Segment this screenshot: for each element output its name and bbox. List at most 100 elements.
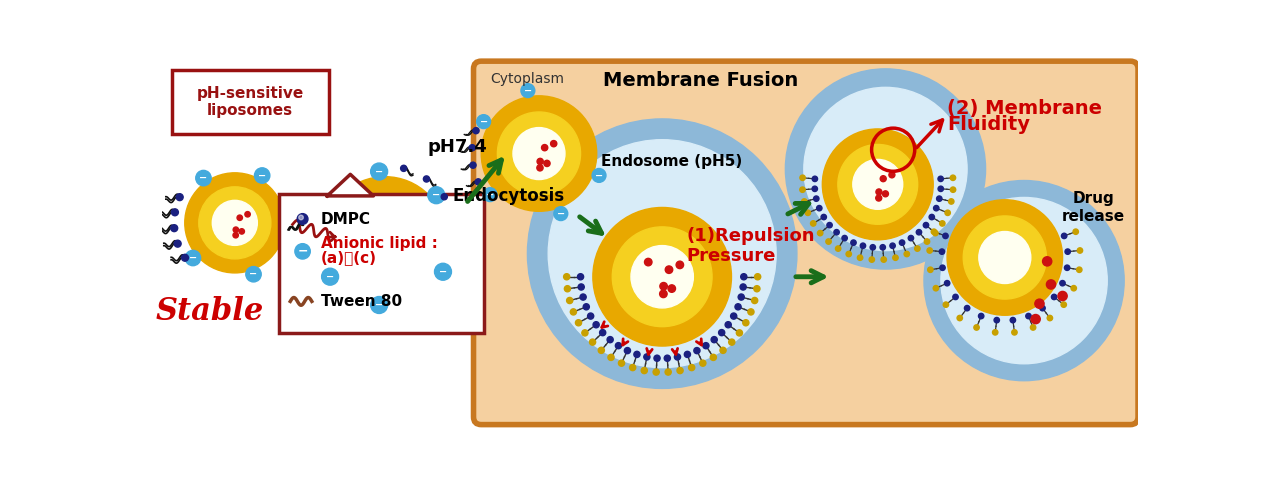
Circle shape bbox=[813, 176, 818, 182]
Circle shape bbox=[564, 286, 571, 292]
Text: −: − bbox=[259, 170, 266, 181]
Circle shape bbox=[694, 348, 700, 354]
Circle shape bbox=[1078, 248, 1083, 253]
Circle shape bbox=[743, 319, 749, 326]
Circle shape bbox=[514, 128, 566, 180]
Circle shape bbox=[592, 168, 606, 182]
Circle shape bbox=[979, 231, 1031, 284]
Text: Tween 80: Tween 80 bbox=[321, 294, 402, 309]
Circle shape bbox=[754, 273, 761, 280]
Circle shape bbox=[899, 240, 905, 245]
Circle shape bbox=[860, 243, 866, 248]
Circle shape bbox=[582, 330, 588, 336]
Circle shape bbox=[957, 316, 962, 321]
Circle shape bbox=[965, 305, 970, 311]
Circle shape bbox=[710, 354, 716, 361]
Circle shape bbox=[817, 206, 822, 211]
Circle shape bbox=[470, 162, 476, 168]
Circle shape bbox=[800, 175, 805, 181]
Circle shape bbox=[1060, 281, 1065, 286]
Circle shape bbox=[752, 298, 758, 303]
Circle shape bbox=[245, 212, 250, 217]
Circle shape bbox=[544, 160, 550, 166]
Circle shape bbox=[814, 196, 819, 201]
Text: −: − bbox=[479, 117, 488, 127]
Circle shape bbox=[700, 360, 706, 366]
Circle shape bbox=[719, 330, 725, 336]
Circle shape bbox=[576, 319, 582, 326]
Circle shape bbox=[1051, 294, 1056, 300]
Circle shape bbox=[666, 266, 673, 273]
Circle shape bbox=[890, 243, 895, 248]
Circle shape bbox=[473, 128, 479, 134]
Circle shape bbox=[527, 119, 796, 388]
Circle shape bbox=[1042, 257, 1051, 266]
Circle shape bbox=[924, 239, 929, 244]
Circle shape bbox=[369, 222, 375, 228]
Circle shape bbox=[199, 187, 271, 259]
Circle shape bbox=[908, 235, 914, 241]
Circle shape bbox=[600, 330, 606, 336]
Circle shape bbox=[810, 221, 815, 226]
Circle shape bbox=[994, 318, 999, 323]
Circle shape bbox=[358, 211, 412, 266]
Circle shape bbox=[1065, 249, 1070, 254]
Circle shape bbox=[869, 257, 875, 262]
Circle shape bbox=[212, 200, 257, 245]
Text: −: − bbox=[524, 86, 533, 96]
Circle shape bbox=[947, 200, 1063, 315]
Circle shape bbox=[171, 225, 178, 232]
Circle shape bbox=[836, 246, 841, 251]
Circle shape bbox=[927, 248, 932, 253]
Circle shape bbox=[370, 297, 388, 314]
Circle shape bbox=[630, 364, 635, 371]
Circle shape bbox=[583, 304, 590, 310]
Circle shape bbox=[185, 173, 285, 273]
Circle shape bbox=[945, 210, 950, 215]
Circle shape bbox=[827, 223, 832, 228]
Circle shape bbox=[624, 348, 630, 354]
Circle shape bbox=[563, 273, 569, 280]
Circle shape bbox=[185, 250, 200, 266]
Text: Cytoplasm: Cytoplasm bbox=[491, 72, 564, 86]
Circle shape bbox=[181, 254, 189, 261]
Circle shape bbox=[923, 223, 928, 228]
Circle shape bbox=[846, 251, 851, 257]
Circle shape bbox=[644, 354, 650, 360]
Circle shape bbox=[323, 177, 446, 300]
Text: Anionic lipid :: Anionic lipid : bbox=[321, 236, 437, 251]
Circle shape bbox=[880, 244, 885, 250]
Circle shape bbox=[554, 207, 568, 221]
Circle shape bbox=[940, 265, 945, 271]
Circle shape bbox=[943, 233, 948, 239]
Circle shape bbox=[812, 186, 818, 192]
FancyBboxPatch shape bbox=[172, 70, 328, 134]
Circle shape bbox=[571, 309, 577, 315]
Circle shape bbox=[550, 140, 557, 147]
Circle shape bbox=[729, 339, 735, 345]
Circle shape bbox=[541, 145, 548, 151]
Text: −: − bbox=[375, 166, 383, 177]
Text: Endosome (pH5): Endosome (pH5) bbox=[601, 154, 742, 169]
Circle shape bbox=[634, 351, 640, 358]
Circle shape bbox=[476, 179, 482, 185]
Circle shape bbox=[577, 273, 583, 280]
Circle shape bbox=[737, 330, 743, 336]
Text: Stable: Stable bbox=[155, 296, 264, 327]
Circle shape bbox=[822, 214, 827, 220]
Circle shape bbox=[653, 369, 659, 375]
Circle shape bbox=[246, 267, 261, 282]
Circle shape bbox=[753, 286, 760, 292]
Circle shape bbox=[538, 158, 543, 165]
Circle shape bbox=[1040, 305, 1045, 311]
Circle shape bbox=[1073, 229, 1078, 234]
Circle shape bbox=[1064, 265, 1070, 271]
Circle shape bbox=[993, 330, 998, 335]
Circle shape bbox=[974, 325, 979, 330]
Circle shape bbox=[578, 284, 585, 290]
Circle shape bbox=[607, 336, 614, 343]
Circle shape bbox=[548, 140, 776, 368]
Circle shape bbox=[711, 336, 718, 343]
FancyBboxPatch shape bbox=[473, 61, 1139, 424]
Circle shape bbox=[612, 227, 713, 327]
